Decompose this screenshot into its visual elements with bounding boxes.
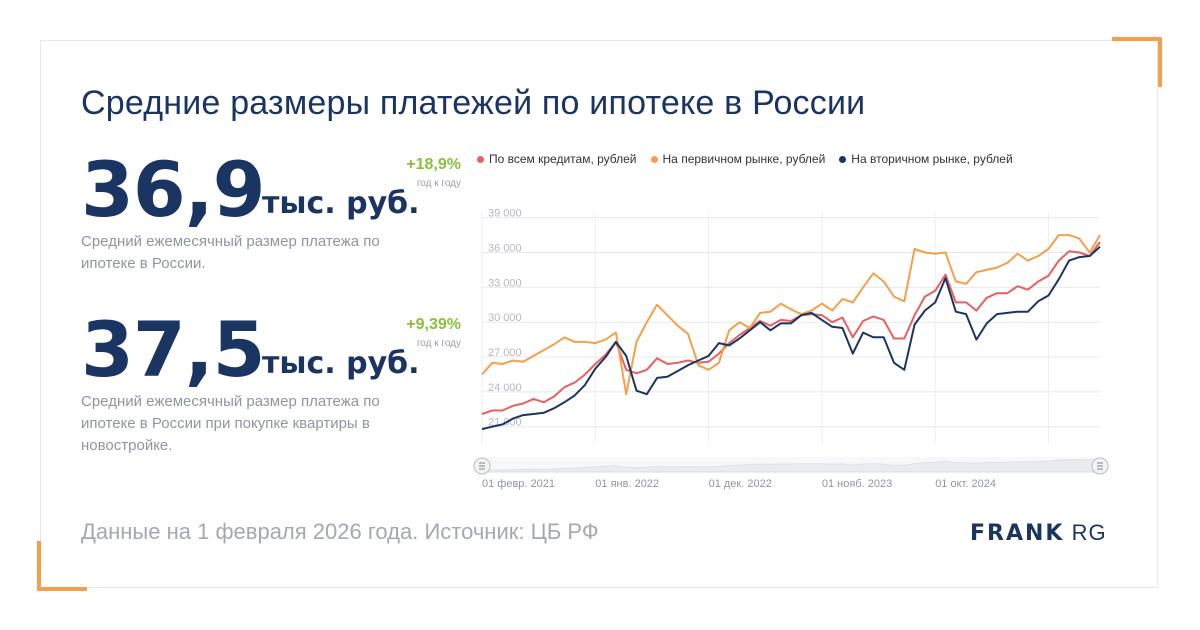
stat-description: Средний ежемесячный размер платежа по ип… (81, 393, 380, 454)
y-tick-label: 27 000 (488, 347, 522, 359)
legend-item-secondary-market[interactable]: На вторичном рынке, рублей (839, 152, 1013, 166)
legend-marker (839, 155, 847, 163)
series-line-2 (481, 245, 1101, 431)
infographic-card (40, 40, 1158, 588)
legend-item-all-loans[interactable]: По всем кредитам, рублей (477, 152, 637, 166)
x-tick-label: 01 окт. 2024 (935, 478, 996, 490)
logo-light: RG (1071, 520, 1107, 545)
x-tick-label: 01 дек. 2022 (709, 478, 772, 490)
chart-legend: По всем кредитам, рублей На первичном ры… (477, 152, 1013, 166)
corner-accent-bottom-left-v (37, 541, 41, 591)
stat-period: год к году (416, 338, 461, 349)
page-title: Средние размеры платежей по ипотеке в Ро… (81, 84, 866, 122)
legend-label: По всем кредитам, рублей (489, 152, 637, 166)
legend-label: На вторичном рынке, рублей (851, 152, 1013, 166)
y-tick-label: 39 000 (488, 208, 522, 220)
stat-period: год к году (416, 178, 461, 189)
corner-accent-bottom-left-h (37, 587, 87, 591)
y-tick-label: 36 000 (488, 242, 522, 254)
legend-marker (477, 155, 484, 163)
logo-bold: FRANK (970, 521, 1065, 546)
stat-unit: тыс. руб. (262, 186, 420, 221)
stat-value: 37,5 (81, 305, 266, 394)
stat-description: Средний ежемесячный размер платежа по ип… (81, 233, 380, 272)
series-line-0 (481, 241, 1101, 415)
y-tick-label: 24 000 (488, 382, 522, 394)
stat-change: +9,39% (406, 316, 461, 333)
x-tick-label: 01 янв. 2022 (595, 478, 659, 490)
navigator-area (481, 458, 1101, 473)
series-line-1 (481, 234, 1101, 396)
corner-accent-top-right-h (1112, 37, 1162, 41)
footer-source: Данные на 1 февраля 2026 года. Источник:… (81, 519, 599, 544)
stat-value: 36,9 (81, 145, 266, 234)
brand-logo: FRANK RG (970, 520, 1107, 546)
y-tick-label: 30 000 (488, 312, 522, 324)
legend-marker (650, 155, 658, 163)
corner-accent-top-right-v (1158, 37, 1162, 87)
legend-label: На первичном рынке, рублей (662, 152, 826, 166)
x-tick-label: 01 февр. 2021 (482, 478, 555, 490)
stat-change: +18,9% (406, 156, 461, 173)
x-tick-label: 01 нояб. 2023 (822, 478, 892, 490)
y-tick-label: 33 000 (488, 277, 522, 289)
legend-item-primary-market[interactable]: На первичном рынке, рублей (650, 152, 826, 166)
stat-unit: тыс. руб. (262, 346, 420, 381)
